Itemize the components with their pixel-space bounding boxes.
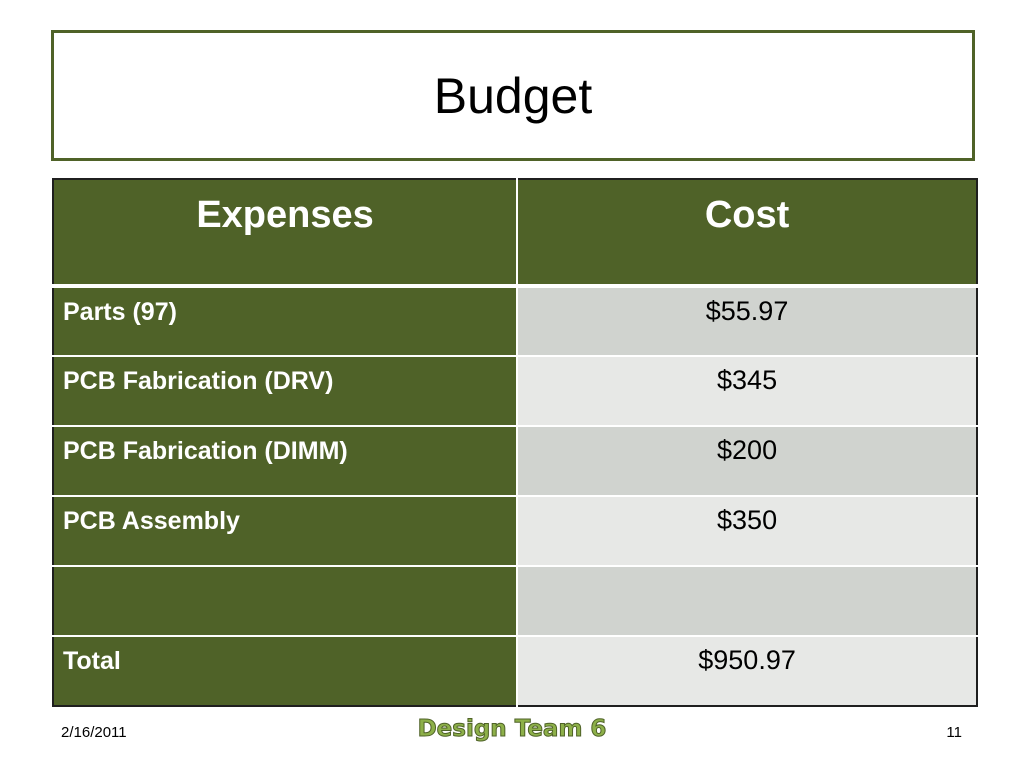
cost-cell: $345 — [517, 356, 977, 426]
total-cost-cell: $950.97 — [517, 636, 977, 706]
expense-cell — [53, 566, 519, 636]
table-row: Parts (97) $55.97 — [53, 286, 977, 356]
expense-cell: Parts (97) — [53, 286, 519, 356]
cost-cell: $55.97 — [517, 286, 977, 356]
header-cost: Cost — [517, 179, 977, 286]
total-label-cell: Total — [53, 636, 519, 706]
expense-cell: PCB Fabrication (DRV) — [53, 356, 519, 426]
budget-table: Expenses Cost Parts (97) $55.97 PCB Fabr… — [52, 178, 978, 707]
table-row-total: Total $950.97 — [53, 636, 977, 706]
cost-cell: $200 — [517, 426, 977, 496]
cost-cell: $350 — [517, 496, 977, 566]
footer-date: 2/16/2011 — [61, 724, 127, 741]
slide-title: Budget — [433, 67, 593, 124]
footer-page-number: 11 — [946, 724, 962, 741]
table-row: PCB Fabrication (DIMM) $200 — [53, 426, 977, 496]
table-row-empty — [53, 566, 977, 636]
cost-cell — [517, 566, 977, 636]
expense-cell: PCB Assembly — [53, 496, 519, 566]
table-header-row: Expenses Cost — [53, 179, 977, 286]
expense-cell: PCB Fabrication (DIMM) — [53, 426, 519, 496]
table-row: PCB Assembly $350 — [53, 496, 977, 566]
footer-team-name: Design Team 6 — [417, 716, 607, 743]
table-row: PCB Fabrication (DRV) $345 — [53, 356, 977, 426]
header-expenses: Expenses — [53, 179, 519, 286]
title-box: Budget — [51, 30, 975, 161]
